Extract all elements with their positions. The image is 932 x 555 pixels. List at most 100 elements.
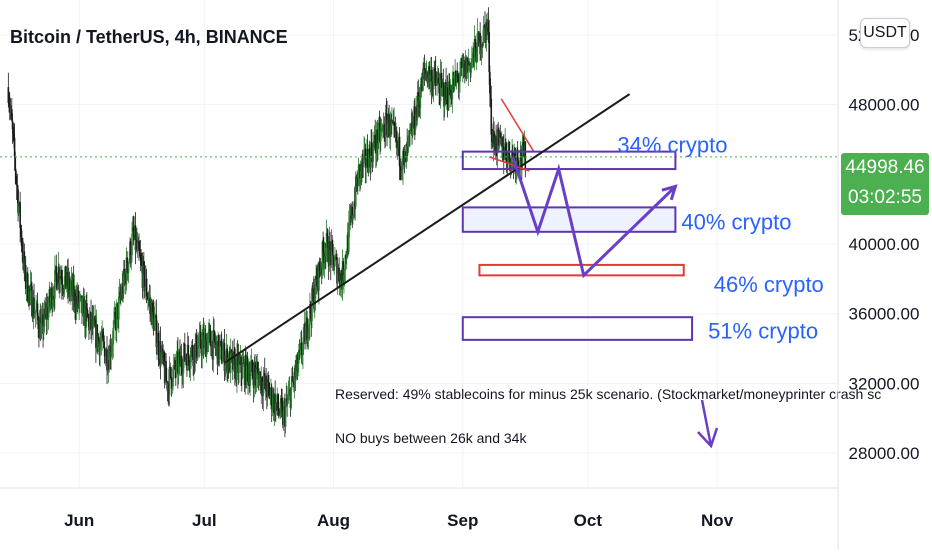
- candle-body: [19, 202, 21, 228]
- candle-body: [143, 265, 146, 292]
- candle-body: [373, 143, 375, 145]
- candle-body: [170, 367, 172, 378]
- candle-body: [186, 344, 189, 371]
- candle-body: [448, 81, 450, 108]
- candle-body: [288, 389, 290, 395]
- candle-body: [65, 286, 68, 289]
- candle-body: [171, 386, 174, 389]
- candle-body: [446, 87, 449, 105]
- candle-body: [31, 285, 33, 316]
- candle-body: [270, 387, 273, 410]
- candle-body: [247, 366, 249, 382]
- candle-body: [393, 121, 395, 124]
- candle-body: [302, 327, 305, 342]
- candle-body: [489, 93, 492, 99]
- candle-body: [7, 87, 10, 103]
- candle-body: [97, 336, 99, 347]
- candle-body: [468, 61, 470, 65]
- candle-body: [524, 141, 527, 171]
- candle-body: [136, 242, 139, 249]
- candle-body: [301, 355, 304, 357]
- candle-body: [522, 142, 525, 146]
- candle-body: [106, 370, 109, 372]
- candle-body: [8, 102, 10, 105]
- candle-body: [441, 79, 443, 86]
- candle-body: [521, 142, 524, 165]
- candle-body: [377, 143, 379, 149]
- candle-body: [345, 257, 348, 259]
- candle-body: [279, 398, 282, 415]
- candle-body: [140, 257, 142, 262]
- candle-body: [384, 112, 387, 138]
- candle-body: [332, 255, 335, 271]
- candle-body: [318, 262, 321, 271]
- candle-body: [88, 319, 91, 331]
- candle-body: [271, 406, 274, 410]
- candle-body: [65, 266, 67, 289]
- candle-body: [309, 304, 312, 314]
- candle-body: [281, 402, 283, 406]
- candle-body: [219, 341, 222, 347]
- candle-body: [236, 353, 238, 381]
- candle-body: [517, 160, 520, 170]
- candle-body: [344, 255, 347, 271]
- candle-body: [359, 164, 362, 179]
- zone-label: 34% crypto: [617, 132, 727, 157]
- candle-body: [456, 75, 459, 77]
- candle-body: [295, 368, 297, 377]
- candle-body: [13, 137, 16, 157]
- candle-body: [58, 266, 60, 283]
- projection-path: [511, 156, 677, 279]
- candle-body: [451, 86, 454, 100]
- candle-body: [143, 261, 145, 266]
- projection-arrowhead: [661, 184, 678, 201]
- candle-body: [458, 81, 461, 85]
- down-arrowhead: [697, 427, 719, 449]
- candle-body: [184, 358, 187, 361]
- candle-body: [43, 308, 46, 327]
- candle-body: [499, 132, 502, 137]
- candle-body: [308, 324, 311, 326]
- candle-body: [457, 77, 460, 85]
- candle-body: [157, 332, 160, 355]
- candle-body: [99, 343, 102, 345]
- candle-body: [493, 130, 495, 144]
- candle-body: [241, 362, 244, 378]
- zone-label: 51% crypto: [708, 319, 818, 344]
- candle-body: [142, 261, 144, 289]
- candle-body: [502, 146, 505, 160]
- grid: [0, 0, 838, 488]
- candle-body: [165, 380, 168, 383]
- candle-body: [30, 284, 33, 286]
- candle-body: [16, 185, 19, 190]
- candle-body: [126, 257, 128, 271]
- candle-body: [302, 341, 304, 356]
- candle-body: [342, 261, 345, 281]
- candle-body: [407, 135, 410, 141]
- candle-body: [86, 309, 89, 317]
- candle-body: [194, 343, 197, 363]
- candle-body: [380, 128, 383, 132]
- candle-body: [459, 62, 462, 77]
- candle-body: [370, 142, 373, 157]
- currency-button[interactable]: USDT: [860, 18, 910, 48]
- candle-body: [450, 90, 452, 100]
- candle-body: [253, 364, 256, 389]
- candle-body: [42, 326, 45, 334]
- candle-body: [325, 247, 327, 257]
- time-tick-label: Oct: [574, 511, 603, 530]
- chart-title: Bitcoin / TetherUS, 4h, BINANCE: [10, 27, 288, 47]
- candle-body: [92, 318, 94, 329]
- candle-body: [232, 351, 235, 370]
- candle-body: [282, 410, 285, 425]
- candle-body: [181, 373, 184, 375]
- candle-body: [81, 298, 84, 314]
- candle-body: [254, 364, 256, 373]
- candle-body: [354, 176, 357, 207]
- candle-body: [315, 276, 317, 280]
- candle-body: [20, 230, 23, 246]
- candle-body: [49, 289, 51, 303]
- candle-body: [467, 61, 470, 71]
